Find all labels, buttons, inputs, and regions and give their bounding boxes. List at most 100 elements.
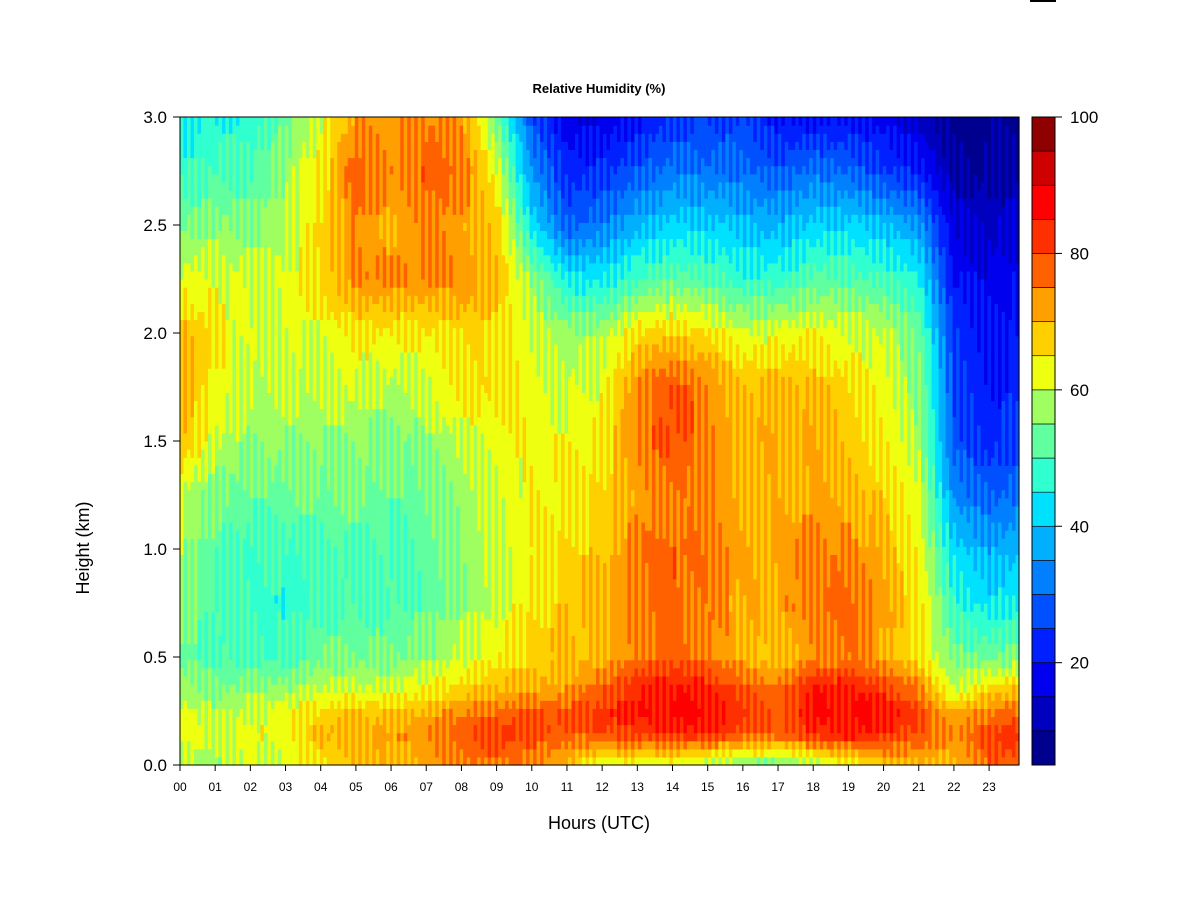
heatmap-cell [435, 594, 440, 604]
heatmap-cell [235, 635, 241, 645]
heatmap-cell [337, 684, 342, 693]
heatmap-cell [417, 603, 422, 612]
heatmap-cell [599, 732, 604, 742]
heatmap-cell [501, 619, 506, 628]
heatmap-cell [424, 748, 429, 758]
heatmap-cell [648, 635, 653, 645]
heatmap-cell [452, 740, 457, 750]
heatmap-cell [949, 724, 954, 734]
heatmap-cell [903, 684, 908, 693]
heatmap-cell [984, 708, 989, 717]
heatmap-cell [466, 756, 471, 766]
heatmap-cell [900, 716, 905, 726]
heatmap-cell [470, 619, 475, 628]
heatmap-cell [235, 651, 241, 661]
heatmap-cell [935, 756, 940, 766]
heatmap-cell [956, 756, 961, 766]
heatmap-cell [326, 594, 331, 604]
heatmap-cell [239, 692, 244, 701]
heatmap-cell [865, 748, 870, 758]
heatmap-cell [410, 748, 415, 758]
heatmap-cell [658, 684, 664, 693]
heatmap-cell [200, 684, 206, 693]
heatmap-cell [505, 684, 510, 693]
heatmap-cell [498, 603, 503, 612]
heatmap-cell [480, 692, 485, 701]
heatmap-cell [623, 635, 629, 645]
heatmap-cell [228, 740, 234, 750]
heatmap-cell [644, 692, 650, 701]
heatmap-cell [987, 740, 992, 750]
heatmap-cell [456, 700, 461, 709]
heatmap-cell [445, 594, 450, 604]
heatmap-cell [305, 756, 310, 766]
heatmap-cell [473, 651, 478, 661]
heatmap-cell [305, 740, 310, 750]
heatmap-cell [973, 651, 978, 661]
heatmap-cell [816, 756, 821, 766]
heatmap-cell [193, 659, 199, 669]
heatmap-cell [382, 619, 387, 628]
heatmap-cell [249, 700, 255, 709]
heatmap-cell [375, 659, 380, 669]
heatmap-cell [777, 619, 782, 628]
heatmap-cell [543, 740, 548, 750]
heatmap-cell [501, 708, 506, 717]
heatmap-cell [508, 659, 513, 669]
heatmap-cell [781, 708, 786, 717]
heatmap-cell [690, 684, 695, 693]
heatmap-cell [620, 667, 625, 677]
heatmap-cell [809, 692, 814, 701]
heatmap-cell [393, 708, 398, 717]
heatmap-cell [274, 619, 279, 628]
heatmap-cell [323, 756, 328, 766]
heatmap-cell [445, 732, 450, 742]
heatmap-cell [641, 627, 646, 636]
heatmap-cell [281, 740, 286, 750]
heatmap-cell [477, 659, 482, 669]
heatmap-cell [438, 603, 443, 612]
heatmap-cell [442, 611, 447, 620]
heatmap-cell [309, 659, 314, 669]
heatmap-cell [718, 684, 723, 693]
heatmap-cell [491, 611, 496, 620]
heatmap-cell [781, 700, 786, 709]
heatmap-cell [949, 651, 954, 661]
heatmap-cell [270, 700, 275, 709]
heatmap-cell [963, 611, 968, 620]
heatmap-cell [784, 732, 789, 742]
heatmap-cell [333, 748, 338, 758]
heatmap-cell [938, 748, 943, 758]
heatmap-cell [232, 684, 237, 693]
heatmap-cell [777, 651, 782, 661]
heatmap-cell [1012, 700, 1017, 709]
heatmap-cell [816, 659, 821, 669]
heatmap-cell [847, 724, 852, 734]
heatmap-cell [603, 740, 608, 750]
heatmap-cell [186, 700, 192, 709]
heatmap-cell [211, 619, 216, 628]
heatmap-cell [288, 643, 293, 653]
heatmap-cell [872, 651, 877, 661]
heatmap-cell [893, 659, 898, 669]
heatmap-cell [763, 659, 768, 669]
heatmap-cell [242, 627, 248, 636]
heatmap-cell [589, 594, 594, 604]
heatmap-cell [326, 740, 331, 750]
heatmap-cell [896, 651, 901, 661]
heatmap-cell [672, 603, 678, 612]
heatmap-cell [830, 684, 835, 693]
heatmap-cell [547, 594, 552, 604]
heatmap-cell [858, 667, 863, 677]
heatmap-cell [980, 635, 985, 645]
heatmap-cell [435, 603, 440, 612]
heatmap-cell [204, 700, 209, 709]
heatmap-cell [256, 659, 262, 669]
heatmap-cell [690, 651, 695, 661]
heatmap-cell [952, 643, 957, 653]
heatmap-cell [232, 724, 237, 734]
heatmap-cell [487, 603, 492, 612]
heatmap-cell [956, 692, 961, 701]
heatmap-cell [833, 667, 838, 677]
heatmap-cell [218, 643, 223, 653]
